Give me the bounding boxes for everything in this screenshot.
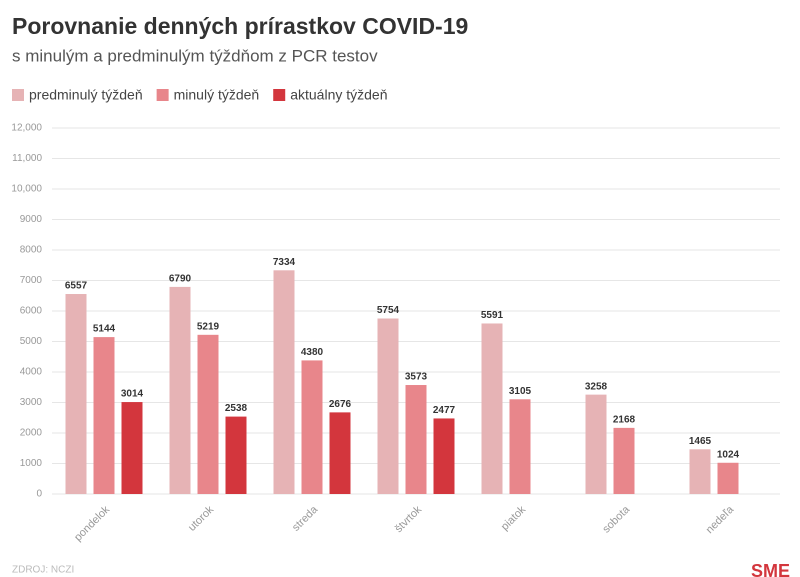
y-tick-label: 2000 bbox=[20, 428, 43, 439]
bar bbox=[405, 385, 427, 494]
bar bbox=[225, 416, 247, 494]
value-label: 3105 bbox=[509, 386, 532, 397]
value-label: 2168 bbox=[613, 415, 636, 426]
bar bbox=[329, 412, 351, 494]
x-tick-label: piatok bbox=[499, 503, 529, 533]
bar bbox=[197, 334, 219, 494]
x-tick-label: nedeľa bbox=[704, 503, 737, 536]
bar bbox=[509, 399, 531, 494]
bar bbox=[65, 294, 87, 494]
value-label: 2538 bbox=[225, 403, 248, 414]
value-label: 5754 bbox=[377, 305, 400, 316]
x-tick-label: utorok bbox=[186, 503, 216, 533]
x-tick-label: pondelok bbox=[72, 503, 112, 543]
y-tick-label: 11,000 bbox=[12, 153, 42, 164]
legend-label: aktuálny týždeň bbox=[290, 87, 387, 103]
value-label: 6790 bbox=[169, 274, 192, 285]
value-label: 7334 bbox=[273, 257, 296, 268]
bar bbox=[301, 360, 323, 494]
bar bbox=[689, 449, 711, 494]
y-tick-label: 4000 bbox=[20, 367, 43, 378]
y-tick-label: 1000 bbox=[20, 458, 43, 469]
y-tick-label: 5000 bbox=[20, 336, 43, 347]
source: ZDROJ: NCZI bbox=[12, 565, 74, 576]
legend-swatch bbox=[156, 89, 169, 101]
value-label: 2477 bbox=[433, 405, 456, 416]
value-label: 6557 bbox=[65, 281, 88, 292]
y-tick-label: 3000 bbox=[20, 397, 43, 408]
bar bbox=[169, 286, 191, 494]
value-label: 3014 bbox=[121, 389, 144, 400]
chart-subtitle: s minulým a predminulým týždňom z PCR te… bbox=[12, 46, 378, 65]
legend-label: minulý týždeň bbox=[174, 87, 260, 103]
bar bbox=[613, 427, 635, 494]
bar bbox=[121, 402, 143, 494]
value-label: 5144 bbox=[93, 324, 116, 335]
chart-title: Porovnanie denných prírastkov COVID-19 bbox=[12, 13, 468, 39]
bar bbox=[717, 462, 739, 494]
bar bbox=[273, 270, 295, 494]
value-label: 1024 bbox=[717, 449, 740, 460]
y-tick-label: 9000 bbox=[20, 214, 43, 225]
legend-swatch bbox=[12, 89, 24, 101]
legend-label: predminulý týždeň bbox=[29, 87, 143, 103]
y-tick-label: 7000 bbox=[20, 275, 43, 286]
legend-swatch bbox=[273, 89, 286, 101]
logo: SME bbox=[751, 561, 790, 577]
x-tick-label: streda bbox=[290, 503, 321, 534]
y-tick-label: 12,000 bbox=[11, 123, 42, 134]
y-tick-label: 10,000 bbox=[11, 184, 42, 195]
value-label: 3258 bbox=[585, 381, 608, 392]
value-label: 4380 bbox=[301, 347, 324, 358]
bar bbox=[377, 318, 399, 494]
bar bbox=[433, 418, 455, 494]
value-label: 1465 bbox=[689, 436, 712, 447]
x-tick-label: sobota bbox=[600, 503, 632, 535]
bar bbox=[585, 394, 607, 494]
value-label: 5591 bbox=[481, 310, 504, 321]
bar bbox=[93, 337, 115, 494]
value-label: 3573 bbox=[405, 372, 428, 383]
value-label: 5219 bbox=[197, 321, 220, 332]
value-label: 2676 bbox=[329, 399, 352, 410]
y-tick-label: 0 bbox=[36, 489, 42, 500]
x-tick-label: štvrtok bbox=[393, 503, 425, 535]
bar bbox=[481, 323, 503, 494]
y-tick-label: 6000 bbox=[20, 306, 43, 317]
y-tick-label: 8000 bbox=[20, 245, 43, 256]
